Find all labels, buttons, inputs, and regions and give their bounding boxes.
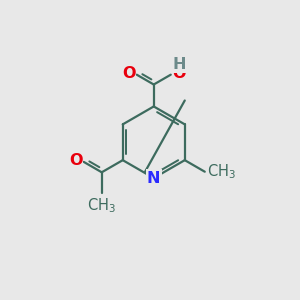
Text: O: O: [122, 66, 136, 81]
Text: O: O: [69, 153, 82, 168]
Text: H: H: [173, 58, 186, 73]
Text: CH$_3$: CH$_3$: [207, 162, 236, 181]
Text: N: N: [147, 171, 160, 186]
Text: O: O: [172, 67, 185, 82]
Text: CH$_3$: CH$_3$: [87, 196, 116, 214]
